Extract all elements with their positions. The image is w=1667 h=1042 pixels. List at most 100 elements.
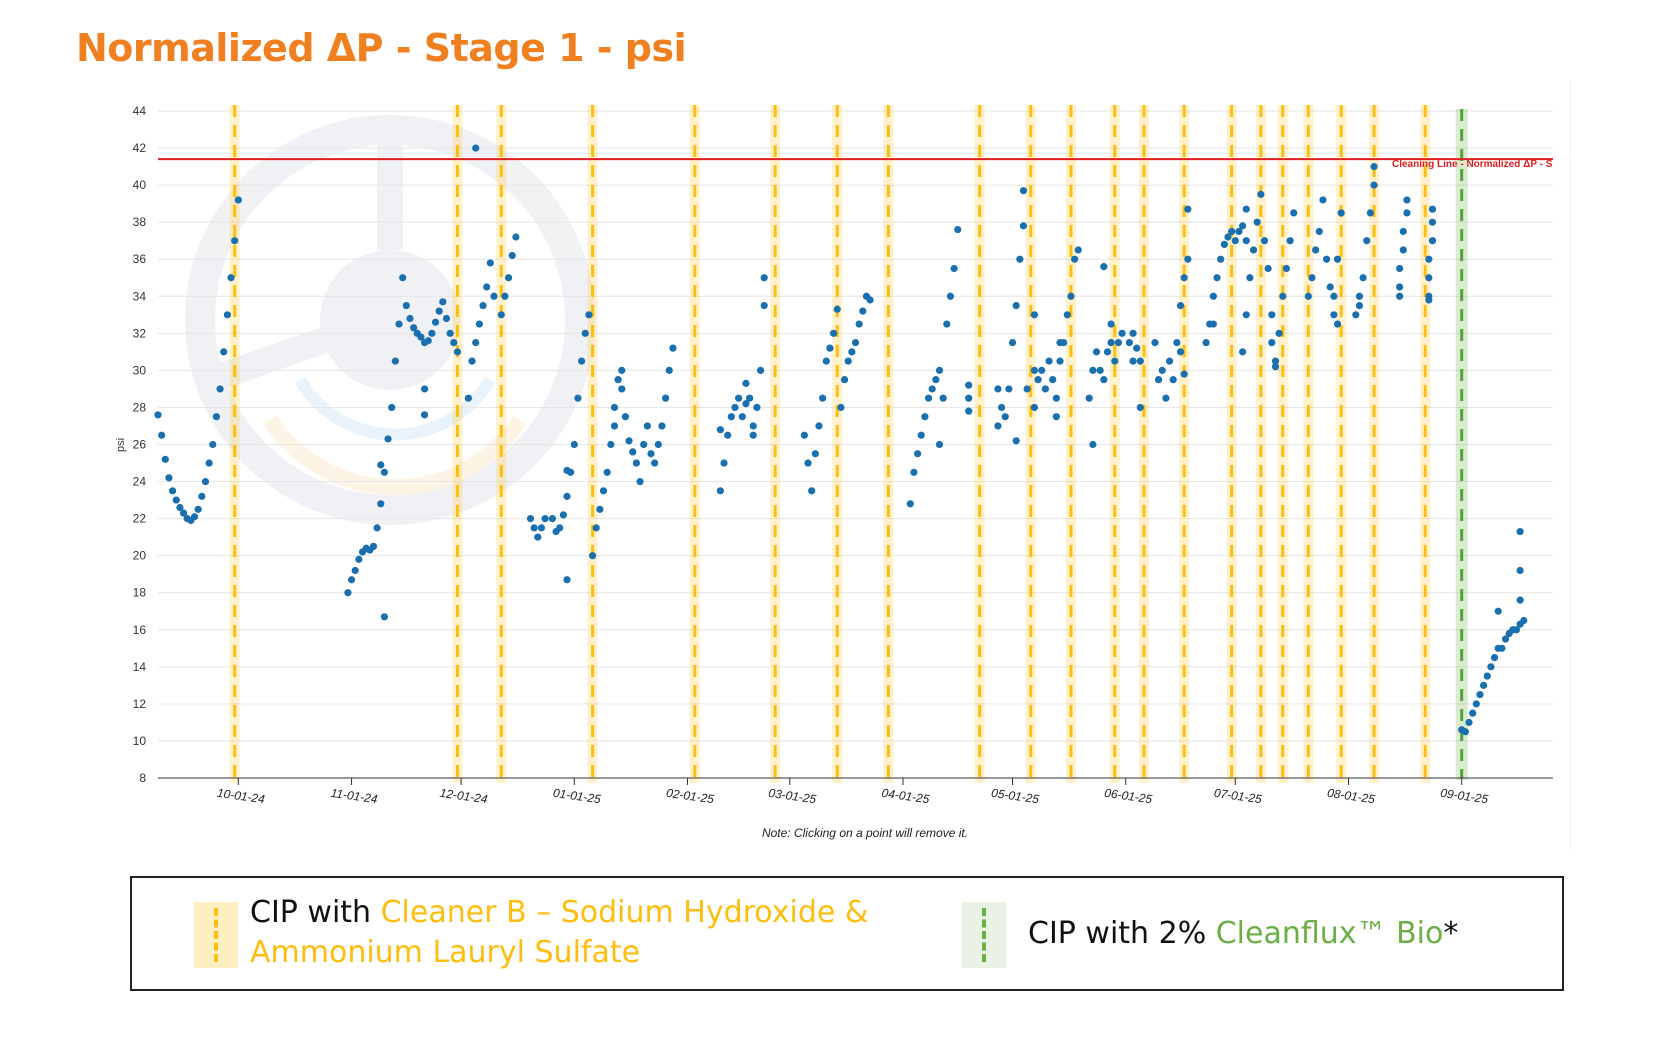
data-point[interactable] [402, 301, 410, 310]
data-point[interactable] [1396, 283, 1404, 291]
data-point[interactable] [172, 496, 180, 504]
data-point[interactable] [1074, 246, 1082, 254]
data-point[interactable] [369, 542, 378, 551]
data-point[interactable] [621, 413, 630, 421]
data-point[interactable] [1056, 338, 1064, 347]
data-point[interactable] [819, 394, 827, 402]
data-point[interactable] [1089, 366, 1097, 374]
data-point[interactable] [453, 348, 462, 356]
data-point[interactable] [563, 576, 571, 584]
data-point[interactable] [1308, 274, 1316, 282]
data-point[interactable] [534, 533, 542, 541]
data-point[interactable] [1315, 227, 1323, 236]
data-point[interactable] [406, 314, 414, 323]
data-point[interactable] [165, 474, 173, 482]
chart-plot[interactable]: 8 10 12 14 16 18 20 22 24 26 28 30 32 34 36 38 40 42 44 10… [0, 0, 1667, 850]
data-point[interactable] [1355, 301, 1364, 310]
data-point[interactable] [1271, 357, 1280, 365]
data-point[interactable] [913, 450, 922, 458]
data-point[interactable] [1202, 338, 1210, 347]
data-point[interactable] [548, 515, 556, 523]
data-point[interactable] [756, 366, 765, 374]
data-point[interactable] [1366, 209, 1375, 217]
data-point[interactable] [1085, 394, 1093, 402]
data-point[interactable] [636, 477, 644, 486]
data-point[interactable] [424, 337, 432, 345]
data-point[interactable] [1352, 311, 1360, 319]
data-point[interactable] [760, 301, 768, 310]
data-point[interactable] [1019, 222, 1028, 230]
data-point[interactable] [154, 411, 162, 419]
data-point[interactable] [1023, 385, 1031, 393]
data-point[interactable] [201, 477, 210, 486]
data-point[interactable] [1494, 607, 1502, 615]
data-point[interactable] [486, 259, 494, 267]
data-point[interactable] [596, 505, 604, 513]
data-point[interactable] [1224, 233, 1232, 241]
data-point[interactable] [1165, 357, 1174, 365]
data-point[interactable] [1286, 237, 1294, 245]
data-point[interactable] [431, 318, 440, 326]
data-point[interactable] [1520, 616, 1528, 625]
data-point[interactable] [804, 459, 812, 467]
data-point[interactable] [212, 413, 221, 421]
data-point[interactable] [1052, 413, 1060, 421]
data-point[interactable] [395, 320, 403, 328]
data-point[interactable] [1016, 255, 1024, 263]
data-point[interactable] [866, 296, 874, 304]
data-point[interactable] [563, 466, 571, 475]
data-point[interactable] [829, 329, 838, 337]
data-point[interactable] [1030, 403, 1039, 412]
data-point[interactable] [526, 515, 535, 523]
data-point[interactable] [574, 394, 582, 402]
data-point[interactable] [629, 448, 637, 456]
data-point[interactable] [614, 376, 622, 384]
data-point[interactable] [822, 357, 830, 365]
data-point[interactable] [1425, 274, 1433, 282]
data-point[interactable] [1512, 626, 1521, 634]
data-point[interactable] [176, 503, 184, 512]
data-point[interactable] [442, 314, 451, 323]
data-point[interactable] [921, 413, 929, 421]
data-point[interactable] [935, 366, 944, 374]
data-point[interactable] [1129, 357, 1137, 365]
data-point[interactable] [1268, 338, 1276, 347]
data-point[interactable] [234, 196, 242, 204]
data-point[interactable] [1096, 366, 1104, 374]
data-point[interactable] [194, 505, 202, 513]
data-point[interactable] [1465, 718, 1473, 727]
data-point[interactable] [1173, 338, 1181, 347]
data-point[interactable] [585, 311, 593, 319]
data-point[interactable] [1107, 338, 1115, 347]
data-point[interactable] [1111, 357, 1119, 365]
data-point[interactable] [1056, 357, 1064, 365]
data-point[interactable] [347, 576, 356, 584]
data-point[interactable] [1019, 187, 1028, 195]
data-point[interactable] [490, 292, 498, 300]
data-points[interactable] [154, 144, 1528, 736]
data-point[interactable] [815, 422, 823, 430]
data-point[interactable] [161, 455, 169, 463]
data-point[interactable] [618, 385, 626, 393]
data-point[interactable] [943, 320, 951, 328]
data-point[interactable] [742, 379, 750, 387]
data-point[interactable] [1271, 363, 1280, 371]
data-point[interactable] [1249, 246, 1258, 254]
data-point[interactable] [1304, 292, 1312, 300]
data-point[interactable] [464, 394, 473, 402]
data-point[interactable] [1279, 292, 1287, 300]
data-point[interactable] [607, 440, 615, 449]
data-point[interactable] [537, 524, 546, 532]
data-point[interactable] [1312, 246, 1320, 254]
data-point[interactable] [446, 329, 454, 337]
data-point[interactable] [209, 440, 217, 449]
data-point[interactable] [205, 459, 213, 467]
data-point[interactable] [380, 468, 389, 476]
data-point[interactable] [1217, 255, 1225, 263]
data-point[interactable] [625, 437, 633, 445]
data-point[interactable] [1180, 370, 1188, 378]
data-point[interactable] [1103, 348, 1112, 356]
data-point[interactable] [508, 251, 516, 260]
data-point[interactable] [1399, 246, 1407, 254]
data-point[interactable] [837, 403, 845, 412]
